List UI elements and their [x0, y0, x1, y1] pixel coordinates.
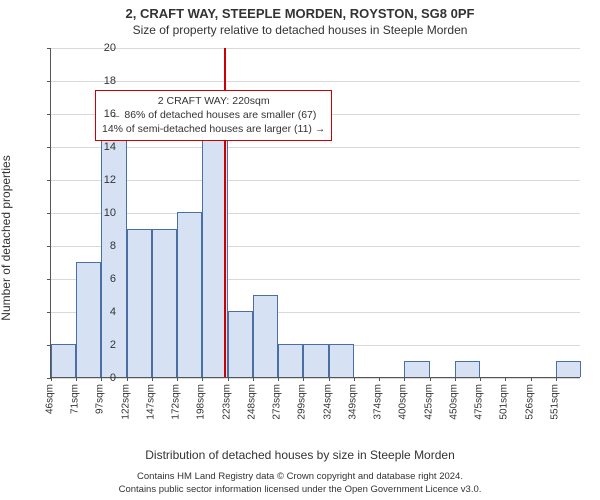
xtick-label: 273sqm — [272, 384, 283, 420]
x-axis-label: Distribution of detached houses by size … — [0, 448, 600, 462]
xtick-label: 450sqm — [448, 384, 459, 420]
gridline — [51, 213, 580, 214]
footer-line1: Contains HM Land Registry data © Crown c… — [0, 471, 600, 483]
histogram-bar — [303, 344, 328, 377]
annotation-line2: ← 86% of detached houses are smaller (67… — [102, 108, 325, 122]
xtick-label: 172sqm — [171, 384, 182, 420]
histogram-bar — [152, 229, 177, 378]
xtick-label: 122sqm — [120, 384, 131, 420]
xtick-label: 400sqm — [398, 384, 409, 420]
histogram-bar — [556, 361, 581, 378]
xtick-label: 97sqm — [95, 384, 106, 414]
xtick-label: 526sqm — [524, 384, 535, 420]
xtick-label: 299sqm — [297, 384, 308, 420]
xtick-mark — [228, 377, 229, 381]
xtick-mark — [354, 377, 355, 381]
ytick-label: 14 — [56, 141, 116, 153]
ytick-mark — [47, 147, 51, 148]
xtick-mark — [455, 377, 456, 381]
xtick-mark — [152, 377, 153, 381]
annotation-box: 2 CRAFT WAY: 220sqm ← 86% of detached ho… — [95, 90, 332, 141]
gridline — [51, 147, 580, 148]
xtick-label: 501sqm — [499, 384, 510, 420]
gridline — [51, 180, 580, 181]
ytick-mark — [47, 312, 51, 313]
ytick-label: 0 — [56, 372, 116, 384]
xtick-label: 349sqm — [347, 384, 358, 420]
footer: Contains HM Land Registry data © Crown c… — [0, 471, 600, 496]
histogram-bar — [177, 212, 202, 377]
xtick-mark — [51, 377, 52, 381]
ytick-label: 18 — [56, 75, 116, 87]
xtick-label: 475sqm — [474, 384, 485, 420]
ytick-mark — [47, 246, 51, 247]
gridline — [51, 48, 580, 49]
histogram-bar — [127, 229, 152, 378]
xtick-mark — [253, 377, 254, 381]
xtick-mark — [480, 377, 481, 381]
xtick-mark — [430, 377, 431, 381]
ytick-label: 6 — [56, 273, 116, 285]
xtick-mark — [278, 377, 279, 381]
xtick-label: 374sqm — [373, 384, 384, 420]
xtick-mark — [531, 377, 532, 381]
ytick-label: 8 — [56, 240, 116, 252]
xtick-label: 147sqm — [145, 384, 156, 420]
xtick-label: 71sqm — [70, 384, 81, 414]
ytick-label: 10 — [56, 207, 116, 219]
xtick-mark — [379, 377, 380, 381]
y-axis-label: Number of detached properties — [0, 155, 13, 320]
chart-container: Number of detached properties 2 CRAFT WA… — [0, 38, 600, 436]
histogram-bar — [278, 344, 303, 377]
page-subtitle: Size of property relative to detached ho… — [0, 21, 600, 37]
xtick-label: 425sqm — [423, 384, 434, 420]
ytick-label: 20 — [56, 42, 116, 54]
histogram-bar — [329, 344, 354, 377]
footer-line2: Contains public sector information licen… — [0, 484, 600, 496]
ytick-mark — [47, 81, 51, 82]
ytick-mark — [47, 48, 51, 49]
page-title-address: 2, CRAFT WAY, STEEPLE MORDEN, ROYSTON, S… — [0, 0, 600, 21]
xtick-mark — [329, 377, 330, 381]
xtick-label: 46sqm — [45, 384, 56, 414]
histogram-bar — [455, 361, 480, 378]
xtick-label: 223sqm — [221, 384, 232, 420]
xtick-label: 198sqm — [196, 384, 207, 420]
xtick-label: 324sqm — [322, 384, 333, 420]
xtick-mark — [177, 377, 178, 381]
xtick-mark — [303, 377, 304, 381]
gridline — [51, 81, 580, 82]
annotation-line3: 14% of semi-detached houses are larger (… — [102, 122, 325, 136]
xtick-mark — [202, 377, 203, 381]
ytick-mark — [47, 279, 51, 280]
xtick-mark — [556, 377, 557, 381]
histogram-bar — [253, 295, 278, 378]
xtick-label: 551sqm — [549, 384, 560, 420]
xtick-label: 248sqm — [246, 384, 257, 420]
ytick-mark — [47, 114, 51, 115]
ytick-mark — [47, 213, 51, 214]
ytick-label: 16 — [56, 108, 116, 120]
xtick-mark — [505, 377, 506, 381]
histogram-bar — [404, 361, 429, 378]
annotation-line1: 2 CRAFT WAY: 220sqm — [102, 94, 325, 108]
ytick-label: 4 — [56, 306, 116, 318]
ytick-label: 12 — [56, 174, 116, 186]
gridline — [51, 378, 580, 379]
xtick-mark — [127, 377, 128, 381]
ytick-label: 2 — [56, 339, 116, 351]
xtick-mark — [404, 377, 405, 381]
ytick-mark — [47, 180, 51, 181]
histogram-bar — [228, 311, 253, 377]
